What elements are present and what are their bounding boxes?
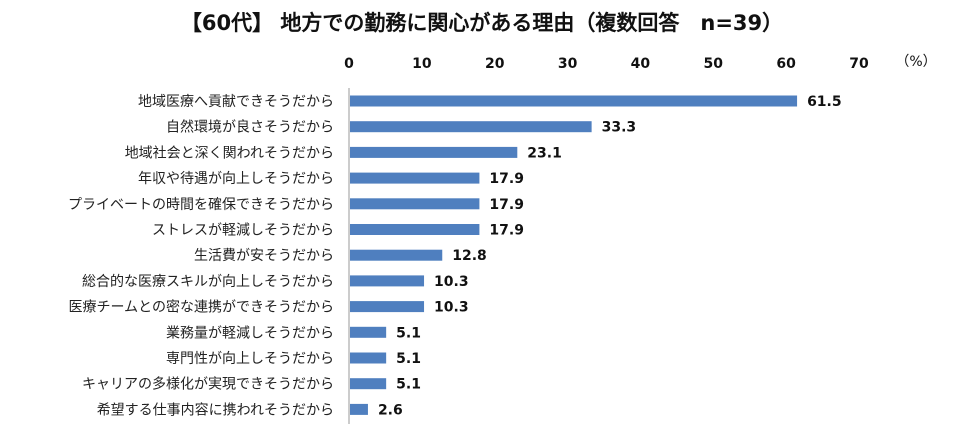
value-label: 17.9: [489, 223, 524, 239]
category-label: 地域社会と深く関われそうだから: [125, 145, 334, 161]
bar: [350, 326, 387, 338]
value-label: 10.3: [434, 274, 469, 290]
bar: [350, 121, 592, 133]
category-label: 生活費が安そうだから: [194, 248, 334, 264]
category-label: 希望する仕事内容に携われそうだから: [97, 401, 334, 418]
bar: [350, 224, 480, 235]
value-label: 5.1: [396, 325, 421, 341]
value-label: 23.1: [527, 145, 562, 161]
x-tick-label: 20: [485, 56, 505, 72]
x-tick-label: 60: [776, 56, 796, 72]
category-label: 総合的な医療スキルが向上しそうだから: [82, 273, 334, 290]
category-label: ストレスが軽減しそうだから: [152, 222, 334, 239]
unit-label: （%）: [895, 54, 936, 70]
bar: [350, 275, 425, 287]
x-tick-label: 50: [704, 56, 724, 72]
bar: [350, 146, 518, 158]
bar: [350, 172, 480, 184]
bar: [350, 403, 368, 415]
value-label: 10.3: [434, 300, 469, 316]
x-tick-label: 70: [849, 56, 869, 72]
value-label: 5.1: [396, 377, 421, 393]
category-label: 地域医療へ貢献できそうだから: [138, 93, 334, 110]
value-label: 12.8: [452, 248, 487, 264]
bar: [350, 198, 480, 210]
value-label: 2.6: [378, 402, 403, 418]
value-label: 61.5: [807, 94, 842, 110]
category-label: 専門性が向上しそうだから: [166, 351, 334, 367]
category-label: キャリアの多様化が実現できそうだから: [82, 376, 334, 393]
value-label: 33.3: [602, 120, 637, 136]
x-tick-label: 40: [631, 56, 651, 72]
x-tick-label: 0: [344, 56, 354, 72]
bar: [350, 249, 443, 261]
value-label: 17.9: [489, 171, 524, 187]
category-label: プライベートの時間を確保できそうだから: [68, 197, 334, 213]
value-label: 5.1: [396, 351, 421, 367]
chart-title: 【60代】 地方での勤務に関心がある理由（複数回答 n=39）: [181, 11, 783, 35]
category-label: 医療チームとの密な連携ができそうだから: [69, 299, 334, 316]
bar: [350, 301, 425, 313]
bar: [350, 95, 798, 107]
x-tick-label: 30: [558, 56, 578, 72]
bar: [350, 378, 387, 390]
x-tick-label: 10: [412, 56, 432, 72]
category-label: 業務量が軽減しそうだから: [166, 324, 334, 341]
bar: [350, 352, 387, 364]
category-label: 年収や待遇が向上しそうだから: [138, 171, 334, 187]
category-label: 自然環境が良さそうだから: [166, 119, 334, 136]
value-label: 17.9: [489, 197, 524, 213]
